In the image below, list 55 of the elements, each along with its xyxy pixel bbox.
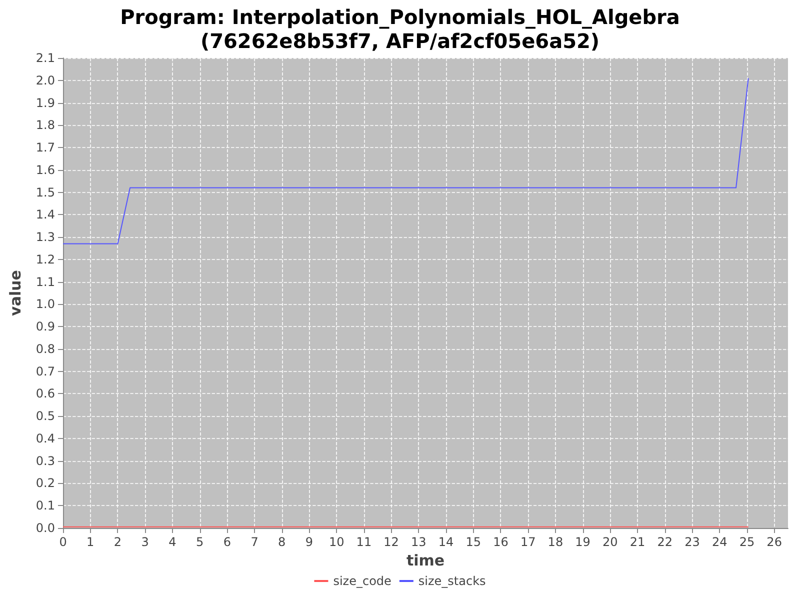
y-tick-label: 0.8 (36, 342, 55, 356)
x-tick-label: 22 (657, 535, 673, 549)
y-tick-label: 1.4 (36, 208, 55, 222)
y-tick-label: 0.3 (36, 454, 55, 468)
legend-label: size_stacks (418, 574, 486, 588)
legend-label: size_code (333, 574, 392, 588)
x-tick-label: 2 (114, 535, 122, 549)
y-tick-label: 0.7 (36, 364, 55, 378)
y-tick-label: 1.8 (36, 118, 55, 132)
x-tick-label: 12 (384, 535, 399, 549)
x-tick-label: 21 (630, 535, 646, 549)
y-tick-label: 0.1 (36, 498, 55, 513)
x-tick-label: 23 (684, 535, 700, 549)
x-tick-label: 11 (356, 535, 372, 549)
x-tick-label: 26 (766, 535, 782, 549)
y-tick-label: 0.6 (36, 386, 55, 401)
y-tick-label: 0.0 (36, 521, 55, 535)
x-tick-label: 24 (712, 535, 728, 549)
x-tick-label: 13 (411, 535, 426, 549)
x-tick-label: 15 (466, 535, 482, 549)
x-tick-label: 14 (438, 535, 454, 549)
x-tick-label: 7 (250, 535, 258, 549)
x-tick-label: 1 (86, 535, 94, 549)
chart-title: Program: Interpolation_Polynomials_HOL_Algebra (120, 5, 680, 29)
y-axis-title: value (6, 270, 24, 316)
x-tick-label: 18 (548, 535, 564, 549)
y-tick-label: 1.6 (36, 162, 55, 177)
x-tick-label: 10 (328, 535, 344, 549)
x-tick-label: 20 (602, 535, 618, 549)
x-tick-label: 25 (739, 535, 755, 549)
y-tick-label: 2.0 (36, 73, 55, 88)
x-tick-label: 0 (59, 535, 67, 549)
x-tick-label: 9 (305, 535, 314, 549)
y-tick-label: 2.1 (36, 51, 55, 65)
y-tick-label: 1.7 (36, 140, 55, 155)
y-tick-label: 1.9 (36, 96, 55, 110)
x-tick-label: 19 (575, 535, 590, 549)
x-tick-label: 5 (196, 535, 204, 549)
x-axis-title: time (406, 551, 445, 570)
x-tick-label: 3 (141, 535, 149, 549)
x-tick-label: 16 (493, 535, 508, 549)
y-tick-label: 0.9 (36, 320, 55, 334)
x-tick-label: 17 (520, 535, 536, 549)
y-tick-label: 0.2 (36, 476, 55, 490)
y-tick-label: 0.5 (36, 409, 55, 424)
y-tick-label: 1.3 (36, 230, 55, 244)
y-tick-label: 1.0 (36, 297, 55, 312)
y-tick-label: 1.5 (36, 185, 55, 200)
x-tick-label: 8 (278, 535, 286, 549)
x-tick-label: 6 (223, 535, 231, 549)
y-tick-label: 1.2 (36, 252, 55, 266)
y-tick-label: 0.4 (36, 431, 55, 446)
chart-subtitle: (76262e8b53f7, AFP/af2cf05e6a52) (200, 29, 600, 53)
x-tick-label: 4 (168, 535, 176, 549)
y-tick-label: 1.1 (36, 274, 55, 289)
